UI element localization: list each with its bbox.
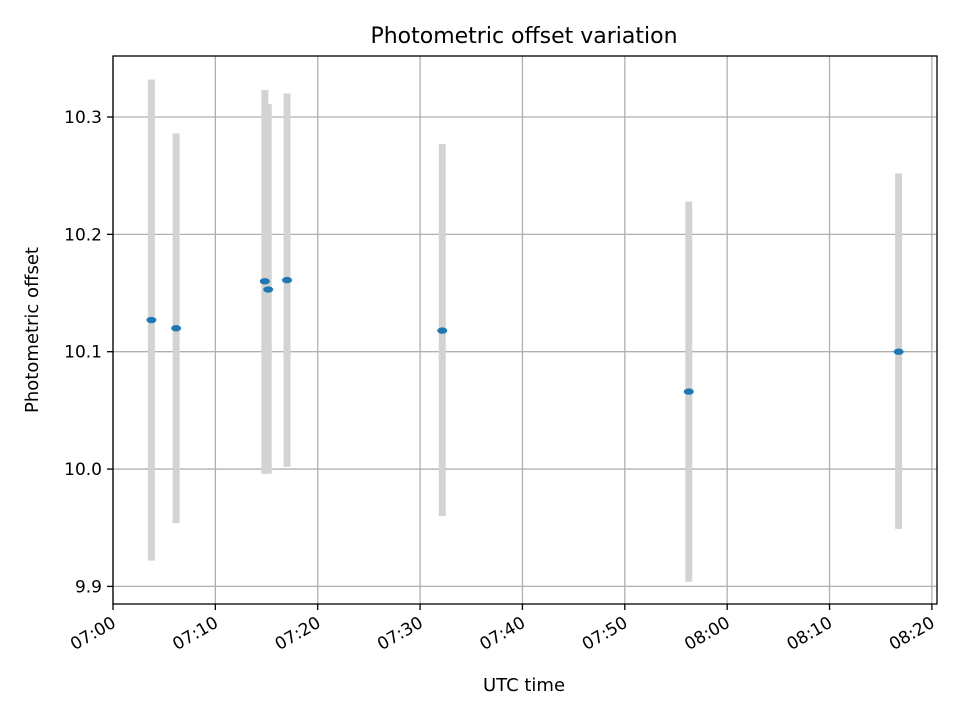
- x-tick-label: 07:40: [477, 613, 529, 655]
- y-tick-label: 10.2: [64, 225, 102, 245]
- error-bars: [147, 79, 903, 582]
- y-tick-label: 9.9: [75, 577, 102, 597]
- x-tick-label: 07:50: [579, 613, 631, 655]
- x-tick-label: 07:00: [67, 613, 119, 655]
- y-axis-ticks: 9.9 10.0 10.1 10.2 10.3: [64, 108, 113, 597]
- x-tick-label: 08:10: [784, 613, 836, 655]
- chart-title: Photometric offset variation: [370, 24, 677, 49]
- y-tick-label: 10.1: [64, 343, 102, 363]
- data-point: [171, 325, 182, 332]
- x-tick-label: 07:10: [169, 613, 221, 655]
- data-point: [146, 316, 157, 324]
- data-point: [437, 327, 448, 334]
- data-point: [282, 276, 293, 284]
- x-tick-label: 08:20: [886, 613, 938, 655]
- data-point: [263, 286, 274, 293]
- data-point: [893, 348, 904, 355]
- data-point: [259, 278, 270, 285]
- data-point: [683, 388, 694, 395]
- x-tick-label: 07:20: [272, 613, 324, 655]
- x-axis-label: UTC time: [483, 675, 565, 696]
- plot-frame: [112, 55, 938, 605]
- y-axis-label: Photometric offset: [22, 247, 43, 413]
- x-tick-label: 07:30: [374, 613, 426, 655]
- grid: [112, 56, 937, 604]
- data-points: [146, 276, 904, 395]
- x-axis-ticks: 07:00 07:10 07:20 07:30 07:40 07:50 08:00 08:10…: [67, 604, 938, 655]
- y-tick-label: 10.0: [64, 460, 102, 480]
- y-tick-label: 10.3: [64, 108, 102, 128]
- x-tick-label: 08:00: [681, 613, 733, 655]
